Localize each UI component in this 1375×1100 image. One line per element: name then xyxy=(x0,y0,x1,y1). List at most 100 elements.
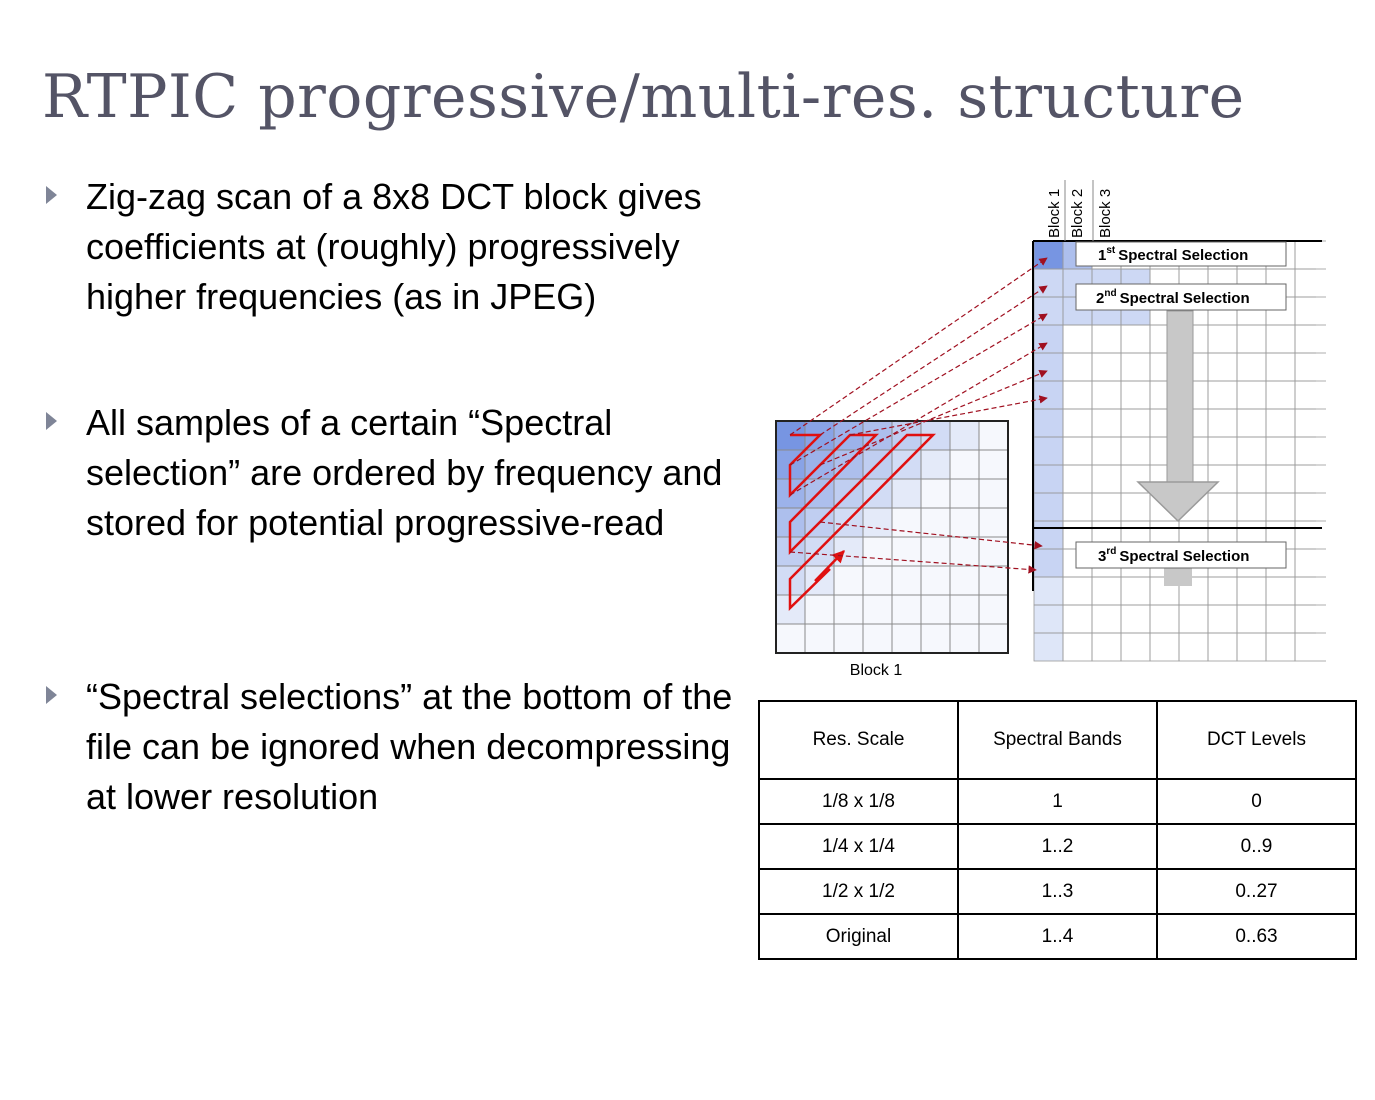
file-cell xyxy=(1091,352,1122,382)
file-cell xyxy=(1062,604,1093,634)
file-cell xyxy=(1207,436,1238,466)
file-cell xyxy=(1236,464,1267,494)
file-cell xyxy=(1207,632,1238,662)
dct-cell xyxy=(891,449,922,480)
coefficient-mapping-arrows xyxy=(789,257,1048,574)
file-cell xyxy=(1091,604,1122,634)
file-cell xyxy=(1120,604,1151,634)
dct-cell xyxy=(978,478,1009,509)
file-cell xyxy=(1265,436,1296,466)
table-row: 1/4 x 1/4 1..2 0..9 xyxy=(758,823,1357,870)
file-cell xyxy=(1207,352,1238,382)
dct-cell xyxy=(891,594,922,625)
dct-cell xyxy=(978,507,1009,538)
dct-cell xyxy=(862,594,893,625)
dct-cell xyxy=(862,623,893,654)
file-cell xyxy=(1236,576,1267,606)
block-column-label-3: Block 3 xyxy=(1097,189,1114,238)
file-cell xyxy=(1207,464,1238,494)
table-cell: 1..2 xyxy=(957,823,1158,870)
file-cell xyxy=(1207,408,1238,438)
dct-cell xyxy=(949,449,980,480)
selection-label-1: 1st Spectral Selection xyxy=(1075,241,1287,267)
file-cell xyxy=(1033,296,1064,326)
bullet-arrow-icon xyxy=(46,412,57,430)
dct-cell xyxy=(862,478,893,509)
file-cell xyxy=(1120,380,1151,410)
slide-title: RTPIC progressive/multi-res. structure xyxy=(42,62,1245,132)
file-cell xyxy=(1265,324,1296,354)
dct-cell xyxy=(833,594,864,625)
file-cell xyxy=(1120,632,1151,662)
file-cell xyxy=(1033,632,1064,662)
dct-cell xyxy=(833,565,864,596)
table-cell: 0..63 xyxy=(1156,913,1357,960)
selection-label-3: 3rd Spectral Selection xyxy=(1075,541,1287,569)
file-cell xyxy=(1236,632,1267,662)
table-row: 1/8 x 1/8 1 0 xyxy=(758,778,1357,825)
dct-cell xyxy=(949,565,980,596)
file-cell xyxy=(1265,492,1296,522)
spectral-selection-diagram: Block 1 Block 2 Block 3 1st Spectral Sele… xyxy=(775,180,1335,679)
header-dct-levels: DCT Levels xyxy=(1156,700,1357,780)
file-cell xyxy=(1091,436,1122,466)
file-cell xyxy=(1033,464,1064,494)
file-cell xyxy=(1120,352,1151,382)
file-cell xyxy=(1091,324,1122,354)
selection-separators xyxy=(1032,240,1322,591)
table-cell: 1..3 xyxy=(957,868,1158,915)
header-res-scale: Res. Scale xyxy=(758,700,959,780)
file-cell xyxy=(1236,324,1267,354)
file-cell xyxy=(1120,576,1151,606)
file-cell xyxy=(1236,436,1267,466)
file-cell xyxy=(1236,380,1267,410)
file-cell xyxy=(1120,436,1151,466)
dct-cell xyxy=(862,507,893,538)
dct-cell xyxy=(920,565,951,596)
file-cell xyxy=(1236,408,1267,438)
file-cell xyxy=(1062,632,1093,662)
table-header-row: Res. Scale Spectral Bands DCT Levels xyxy=(758,700,1357,780)
file-cell xyxy=(1265,464,1296,494)
dct-cell xyxy=(833,623,864,654)
table-cell: 0..9 xyxy=(1156,823,1357,870)
table-cell: 1/4 x 1/4 xyxy=(758,823,959,870)
dct-cell xyxy=(949,420,980,451)
file-cell xyxy=(1149,604,1180,634)
file-cell xyxy=(1033,380,1064,410)
file-cell xyxy=(1120,492,1151,522)
bullet-arrow-icon xyxy=(46,186,57,204)
dct-cell xyxy=(891,565,922,596)
file-cell xyxy=(1265,576,1296,606)
file-cell xyxy=(1207,492,1238,522)
dct-cell xyxy=(920,478,951,509)
dct-cell xyxy=(949,507,980,538)
table-cell: 0..27 xyxy=(1156,868,1357,915)
dct-cell xyxy=(978,565,1009,596)
block-caption: Block 1 xyxy=(850,662,903,679)
file-cell xyxy=(1062,324,1093,354)
dct-cell xyxy=(978,420,1009,451)
dct-cell xyxy=(949,623,980,654)
block-column-label-2: Block 2 xyxy=(1069,189,1086,238)
file-cell xyxy=(1149,632,1180,662)
dct-cell xyxy=(978,449,1009,480)
file-cell xyxy=(1033,436,1064,466)
block-1-grid xyxy=(775,420,1009,654)
file-cell xyxy=(1091,576,1122,606)
dct-cell xyxy=(978,623,1009,654)
file-cell xyxy=(1091,464,1122,494)
dct-cell xyxy=(862,536,893,567)
bullet-text: “Spectral selections” at the bottom of t… xyxy=(86,676,733,817)
file-cell xyxy=(1033,408,1064,438)
file-cell xyxy=(1062,576,1093,606)
file-cell xyxy=(1265,380,1296,410)
block-column-labels: Block 1 Block 2 Block 3 xyxy=(1046,180,1114,241)
file-cell xyxy=(1120,324,1151,354)
file-cell xyxy=(1062,408,1093,438)
file-cell xyxy=(1207,576,1238,606)
file-cell xyxy=(1062,436,1093,466)
file-cell xyxy=(1265,632,1296,662)
file-cell xyxy=(1062,492,1093,522)
dct-cell xyxy=(804,536,835,567)
